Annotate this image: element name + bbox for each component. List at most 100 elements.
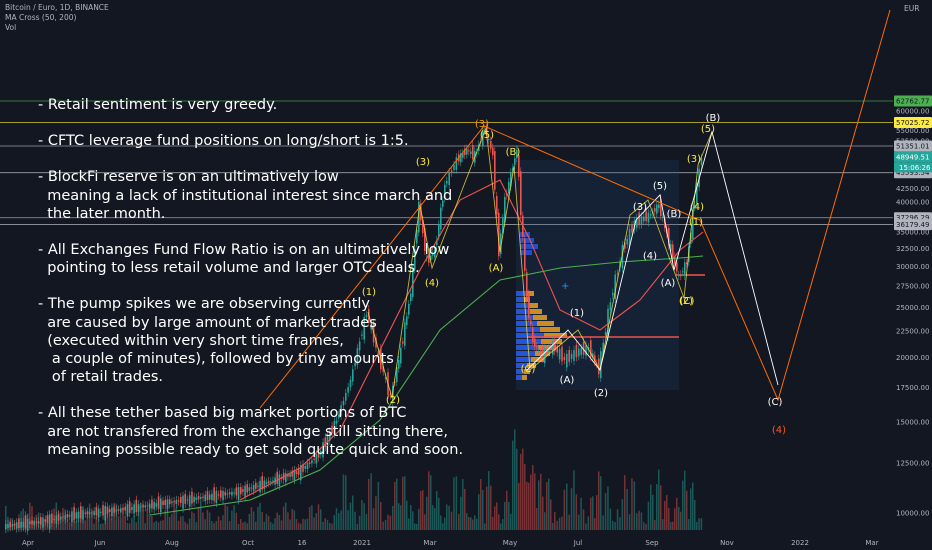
- candle: [636, 217, 638, 228]
- volume-bar: [175, 507, 178, 530]
- volume-bar: [282, 506, 285, 530]
- candle: [276, 471, 279, 485]
- candle: [624, 242, 626, 249]
- note-line: (executed within very short time frames,: [38, 332, 344, 349]
- volume-bar: [204, 519, 206, 530]
- volume-bar: [410, 505, 412, 530]
- volume-bar: [171, 513, 173, 530]
- x-tick-label: 16: [298, 539, 307, 547]
- candle: [82, 510, 84, 520]
- volume-bar: [380, 501, 382, 530]
- candle: [580, 348, 582, 355]
- candle: [434, 247, 436, 258]
- volume-bar: [257, 506, 259, 530]
- candle: [548, 348, 550, 352]
- volume-bar: [538, 480, 540, 530]
- candle: [246, 484, 249, 493]
- volume-bar: [619, 517, 621, 530]
- candle: [400, 347, 402, 364]
- volume-bar: [113, 504, 115, 530]
- volume-bar: [84, 520, 86, 530]
- candle: [554, 339, 556, 352]
- candle: [498, 212, 500, 257]
- volume-profile-bar: [520, 250, 532, 255]
- candle: [162, 500, 164, 506]
- volume-bar: [580, 497, 582, 530]
- volume-bar: [60, 519, 62, 530]
- candle: [124, 506, 127, 511]
- candle: [197, 496, 200, 500]
- y-tick-label: 25000.00: [896, 304, 929, 312]
- volume-bar: [211, 520, 213, 530]
- candle: [590, 340, 592, 358]
- volume-bar: [502, 519, 504, 530]
- candle: [638, 212, 640, 226]
- volume-bar: [302, 518, 304, 530]
- volume-bar: [24, 518, 27, 530]
- candle: [468, 150, 470, 152]
- candle: [46, 515, 49, 524]
- volume-bar: [320, 509, 322, 530]
- candle: [416, 229, 418, 244]
- candle: [57, 514, 60, 521]
- volume-bar: [522, 448, 524, 530]
- volume-bar: [668, 507, 670, 530]
- candle: [131, 507, 133, 510]
- price-tag-label: 45593.54: [896, 169, 930, 177]
- volume-bar: [151, 516, 153, 530]
- volume-bar: [295, 518, 298, 530]
- volume-bar: [546, 482, 548, 530]
- volume-bar: [596, 495, 598, 530]
- symbol-title[interactable]: Bitcoin / Euro, 1D, BINANCE: [5, 3, 109, 12]
- volume-bar: [306, 518, 309, 530]
- candle: [490, 140, 492, 149]
- candle: [563, 356, 566, 361]
- volume-indicator-label[interactable]: Vol: [5, 23, 17, 32]
- volume-bar: [453, 477, 455, 530]
- wave-label: (3): [687, 154, 701, 165]
- candle: [297, 468, 300, 475]
- volume-profile-bar: [524, 369, 530, 374]
- candle: [602, 342, 604, 355]
- volume-bar: [335, 508, 338, 530]
- candle: [536, 345, 538, 347]
- candle: [612, 292, 614, 296]
- candle: [410, 293, 412, 301]
- volume-bar: [166, 506, 169, 530]
- volume-profile-bar: [544, 333, 567, 338]
- volume-bar: [384, 520, 387, 530]
- candle: [338, 414, 340, 419]
- wave-label: (4): [643, 251, 657, 262]
- volume-profile-bar: [516, 375, 522, 380]
- candle: [614, 274, 616, 299]
- candle: [202, 496, 204, 498]
- volume-bar: [11, 518, 14, 530]
- volume-bar: [352, 495, 354, 530]
- candle: [424, 228, 426, 251]
- candle: [446, 180, 448, 184]
- candle: [257, 485, 259, 487]
- volume-bar: [548, 478, 550, 530]
- volume-profile-bar: [537, 321, 554, 326]
- volume-bar: [432, 505, 434, 530]
- wave-label: (A): [560, 375, 575, 386]
- volume-bar: [688, 519, 690, 530]
- price-tag: [894, 151, 932, 163]
- candle: [514, 158, 516, 166]
- candle: [358, 341, 361, 351]
- volume-bar: [450, 511, 453, 530]
- volume-bar: [86, 510, 89, 530]
- volume-bar: [694, 500, 696, 530]
- volume-bar: [500, 523, 502, 530]
- candle: [157, 496, 160, 509]
- ma-cross-indicator-label[interactable]: MA Cross (50, 200): [5, 13, 77, 22]
- candle: [293, 469, 296, 481]
- candle: [643, 216, 645, 222]
- volume-bar: [690, 488, 692, 530]
- candle: [5, 523, 7, 530]
- candle: [486, 125, 488, 137]
- note-line: - All these tether based big market port…: [38, 405, 407, 422]
- volume-bar: [609, 508, 612, 530]
- volume-bar: [568, 514, 570, 530]
